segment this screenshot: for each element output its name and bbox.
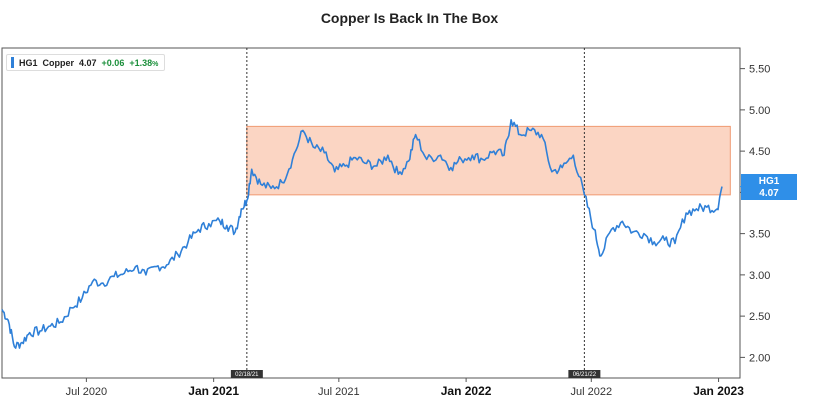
legend: HG1 Copper 4.07 +0.06 +1.38% <box>6 54 166 71</box>
event-date-tag <box>230 370 263 378</box>
event-date-label: 06/21/22 <box>573 372 597 378</box>
y-tick-label: 5.50 <box>749 64 770 76</box>
legend-name: Copper <box>42 57 75 68</box>
x-tick-label: Jul 2021 <box>318 386 360 398</box>
x-tick-label: Jan 2021 <box>188 384 239 398</box>
y-tick-label: 2.50 <box>749 311 770 323</box>
y-tick-label: 5.00 <box>749 105 770 117</box>
copper-price-line <box>1 119 723 349</box>
x-tick-label: Jan 2022 <box>441 384 492 398</box>
event-date-tag <box>568 370 601 378</box>
y-tick-label: 4.50 <box>749 146 770 158</box>
legend-value: 4.07 <box>79 57 97 68</box>
x-tick-label: Jul 2022 <box>570 386 612 398</box>
legend-change: +0.06 <box>101 57 125 68</box>
plot-frame <box>1 47 741 379</box>
y-tick-label: 3.50 <box>749 229 770 241</box>
x-tick-label: Jul 2020 <box>66 386 108 398</box>
y-tick-label: 2.00 <box>749 352 770 364</box>
last-price-symbol: HG1 <box>758 176 780 187</box>
last-price-value: 4.07 <box>759 188 779 199</box>
last-price-tag: HG1 4.07 <box>741 174 797 200</box>
legend-swatch <box>11 57 14 68</box>
x-tick-label: Jan 2023 <box>693 384 744 398</box>
chart-title: Copper Is Back In The Box <box>320 10 499 26</box>
range-box <box>246 125 731 196</box>
y-tick-label: 3.00 <box>749 270 770 282</box>
legend-symbol: HG1 <box>19 57 38 68</box>
event-date-label: 02/18/21 <box>235 372 259 378</box>
legend-change-pct: +1.38% <box>129 57 159 68</box>
